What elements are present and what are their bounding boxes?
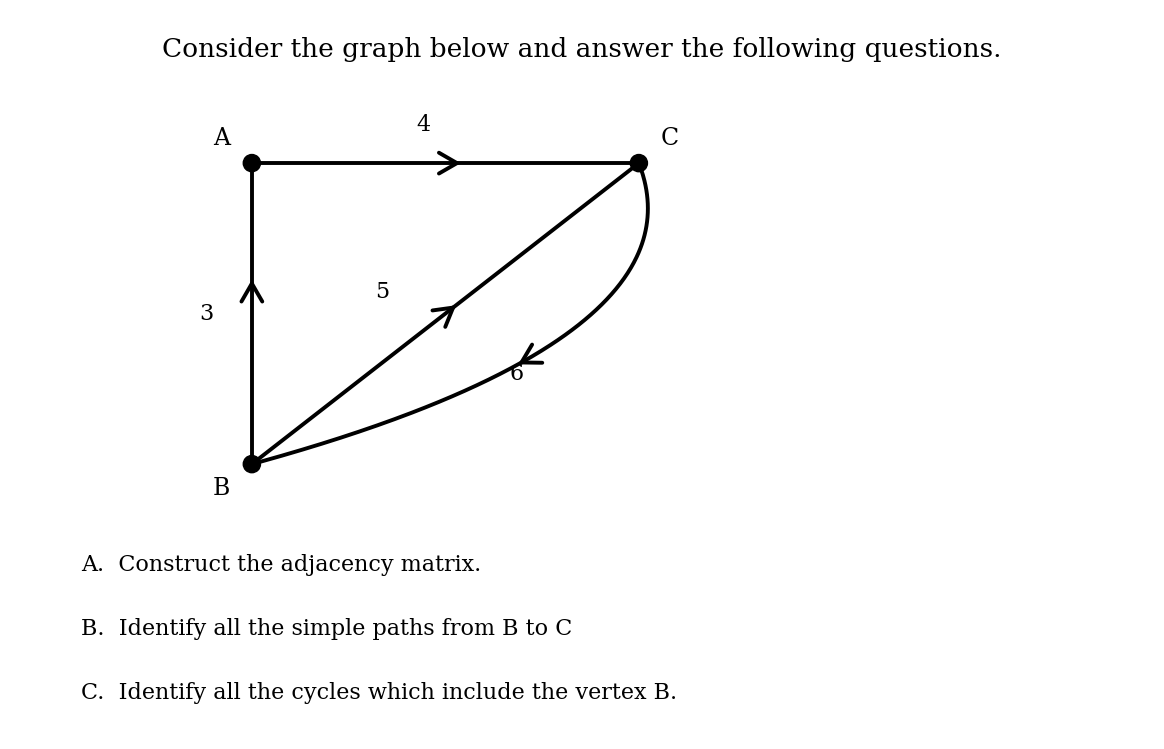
Text: A.  Construct the adjacency matrix.: A. Construct the adjacency matrix. (81, 554, 482, 576)
Text: C: C (660, 127, 679, 151)
Text: B.  Identify all the simple paths from B to C: B. Identify all the simple paths from B … (81, 618, 573, 640)
Circle shape (243, 455, 261, 473)
Circle shape (243, 154, 261, 172)
Text: Consider the graph below and answer the following questions.: Consider the graph below and answer the … (162, 37, 1002, 62)
Text: B: B (213, 477, 230, 500)
Text: 3: 3 (199, 303, 213, 324)
Text: 4: 4 (417, 114, 431, 136)
Circle shape (630, 154, 647, 172)
Text: 5: 5 (375, 281, 390, 303)
Text: A: A (213, 127, 230, 151)
Text: 6: 6 (510, 363, 524, 385)
Text: C.  Identify all the cycles which include the vertex B.: C. Identify all the cycles which include… (81, 682, 677, 703)
